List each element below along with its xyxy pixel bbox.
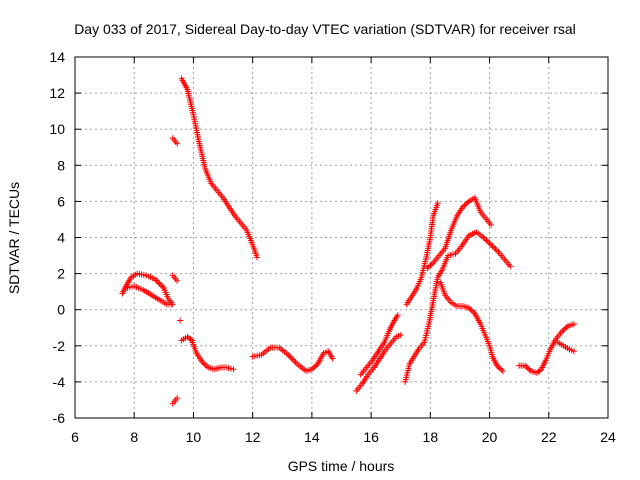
data-point [157,282,164,289]
data-point [499,368,506,375]
data-point [480,234,487,241]
plot-frame [74,56,609,419]
data-point [286,353,293,360]
data-point [525,365,532,372]
data-point [292,359,299,366]
data-point [492,246,499,253]
data-point [495,364,502,371]
x-tick-label: 14 [304,429,320,445]
data-point [464,199,471,206]
data-point [427,262,434,269]
data-point [468,307,475,314]
data-point [199,359,206,366]
y-tick-label: -6 [53,410,66,426]
x-tick-label: 24 [600,429,616,445]
x-axis-label: GPS time / hours [288,458,395,474]
data-point [470,308,477,315]
data-point [536,367,543,374]
y-tick-label: 6 [57,193,65,209]
x-tick-label: 18 [423,429,439,445]
data-point [168,301,175,308]
data-point [490,244,497,251]
data-point [310,364,317,371]
data-point [200,360,207,367]
data-point [485,238,492,245]
data-point [311,363,318,370]
data-point [507,263,514,270]
data-point [461,202,468,209]
data-point [493,362,500,369]
data-point [488,221,495,228]
data-point [486,240,493,247]
data-point [562,325,569,332]
grid-lines [75,57,608,418]
data-point [156,280,163,287]
data-point [203,363,210,370]
x-tick-label: 10 [186,429,202,445]
data-point [493,247,500,254]
data-point [313,362,320,369]
y-tick-label: 12 [49,85,65,101]
data-point [570,348,577,355]
x-tick-label: 20 [482,429,498,445]
data-point [174,140,181,147]
data-point [177,317,184,324]
y-tick-label: 8 [57,157,65,173]
data-points [119,75,577,407]
data-point [489,243,496,250]
x-tick-label: 22 [541,429,557,445]
data-point [397,331,404,338]
data-point [462,201,469,208]
data-point [434,200,441,207]
y-tick-label: 4 [57,230,65,246]
data-point [288,354,295,361]
data-point [570,321,577,328]
data-point [174,277,181,284]
data-point [526,366,533,373]
data-point [394,312,401,319]
y-tick-label: 14 [49,49,65,65]
y-axis-label: SDTVAR / TECUs [6,182,22,294]
data-point [465,304,472,311]
y-tick-label: 10 [49,121,65,137]
data-point [560,327,567,334]
data-point [254,254,261,261]
x-tick-label: 12 [245,429,261,445]
data-point [154,279,161,286]
y-tick-label: 2 [57,266,65,282]
x-tick-label: 6 [71,429,79,445]
data-point [425,263,432,270]
chart-title: Day 033 of 2017, Sidereal Day-to-day VTE… [74,21,576,37]
data-point [174,395,181,402]
data-point [308,366,315,373]
data-point [483,237,490,244]
data-point [522,362,529,369]
data-point [428,261,435,268]
data-point [498,366,505,373]
data-point [467,306,474,313]
data-point [459,203,466,210]
y-tick-label: -4 [53,374,66,390]
data-point [424,265,431,272]
data-point [202,361,209,368]
data-point [559,328,566,335]
data-point [563,324,570,331]
data-point [523,364,530,371]
data-point [230,366,237,373]
y-tick-label: -2 [53,338,66,354]
data-point [187,336,194,343]
y-tick-label: 0 [57,302,65,318]
data-point [482,235,489,242]
x-tick-label: 16 [363,429,379,445]
data-point [488,241,495,248]
data-point [289,356,296,363]
data-point [329,355,336,362]
data-point [496,365,503,372]
x-tick-label: 8 [130,429,138,445]
data-point [291,357,298,364]
